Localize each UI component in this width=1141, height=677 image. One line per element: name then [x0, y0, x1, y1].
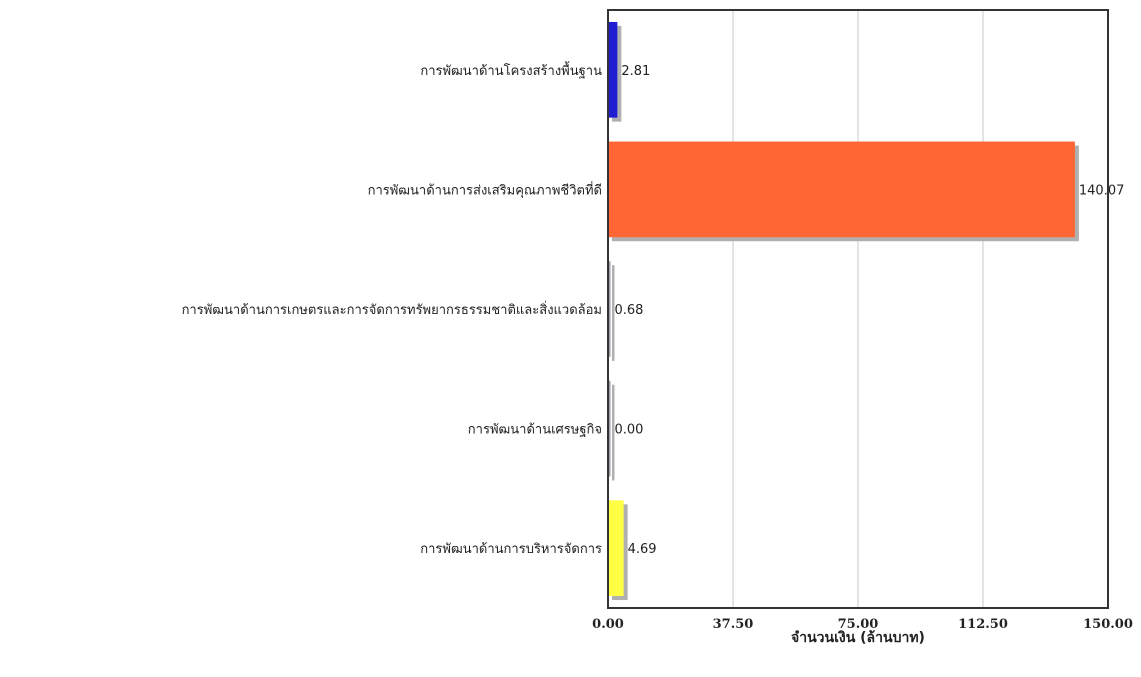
bar [608, 380, 611, 477]
x-tick-label: 0.00 [592, 617, 624, 632]
value-labels: 2.81 140.07 0.68 0.00 4.69 [615, 64, 1125, 557]
category-label: การพัฒนาด้านการเกษตรและการจัดการทรัพยากร… [182, 301, 602, 318]
category-label: การพัฒนาด้านโครงสร้างพื้นฐาน [420, 61, 602, 79]
x-axis-title: จำนวนเงิน (ล้านบาท) [791, 630, 925, 646]
bar-shadow [612, 265, 615, 361]
plot-frame [607, 9, 1109, 609]
value-label: 2.81 [621, 64, 650, 79]
category-label: การพัฒนาด้านการส่งเสริมคุณภาพชีวิตที่ดี [368, 181, 602, 198]
bar [608, 500, 624, 597]
bar [608, 261, 611, 357]
value-label: 140.07 [1079, 183, 1125, 198]
bar-shadow [612, 384, 615, 481]
category-labels: การพัฒนาด้านโครงสร้างพื้นฐานการพัฒนาด้าน… [182, 61, 603, 557]
value-label: 0.68 [615, 303, 644, 318]
value-label: 4.69 [628, 542, 657, 557]
x-tick-label: 75.00 [838, 617, 879, 632]
x-tick-label: 37.50 [713, 617, 754, 632]
bar [608, 21, 618, 118]
bars [608, 21, 1079, 601]
value-label: 0.00 [615, 423, 644, 438]
category-label: การพัฒนาด้านการบริหารจัดการ [420, 542, 602, 557]
gridlines [732, 10, 984, 608]
x-tick-label: 150.00 [1083, 617, 1133, 632]
tick-labels: 0.00 37.50 75.00 112.50 150.00 [592, 617, 1133, 632]
category-label: การพัฒนาด้านเศรษฐกิจ [468, 423, 602, 438]
bar [608, 141, 1075, 238]
x-tick-label: 112.50 [958, 617, 1008, 632]
